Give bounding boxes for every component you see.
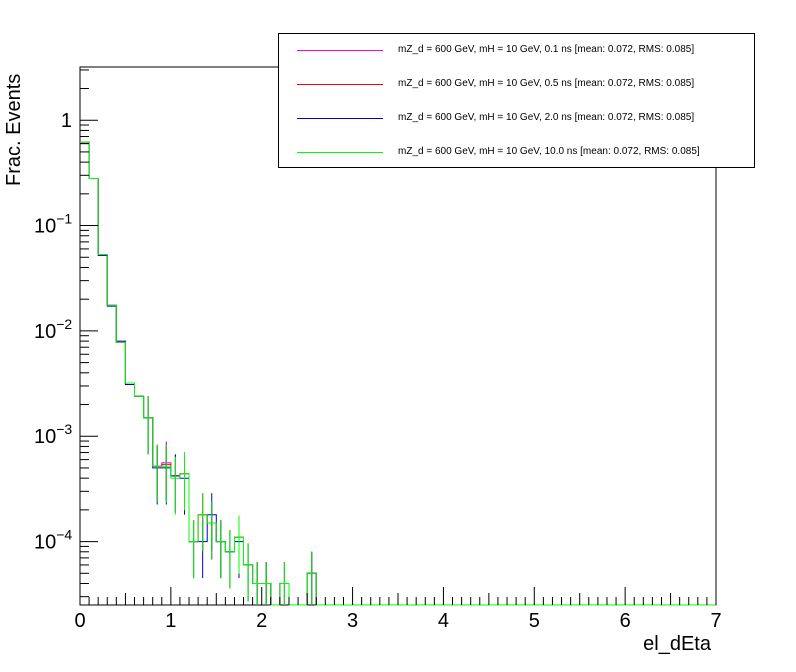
y-tick-label: 10−4: [34, 527, 72, 554]
legend-entry-0p5ns: mZ_d = 600 GeV, mH = 10 GeV, 0.5 ns [mea…: [279, 77, 754, 93]
legend-swatch: [297, 118, 383, 119]
legend-entry-2p0ns: mZ_d = 600 GeV, mH = 10 GeV, 2.0 ns [mea…: [279, 111, 754, 127]
series-line-1: [80, 141, 716, 606]
x-tick-label: 6: [620, 610, 631, 632]
legend-label: mZ_d = 600 GeV, mH = 10 GeV, 0.5 ns [mea…: [398, 78, 695, 89]
axis-layer: 0 1 2 3 4 5 6 7 1 10−1 10−2 10−3 10−4: [34, 69, 722, 632]
series-line-0: [80, 141, 716, 606]
y-tick-label: 10−2: [34, 316, 72, 343]
legend-entry-10p0ns: mZ_d = 600 GeV, mH = 10 GeV, 10.0 ns [me…: [279, 145, 754, 161]
legend-swatch: [297, 152, 383, 153]
y-tick-label: 10−1: [34, 211, 72, 238]
histogram-layer: [80, 141, 716, 606]
x-tick-label: 5: [529, 610, 540, 632]
x-tick-label: 2: [256, 610, 267, 632]
x-tick-label: 4: [438, 610, 449, 632]
y-tick-label: 1: [61, 110, 72, 132]
y-tick-label: 10−3: [34, 421, 72, 448]
y-axis-title: Frac. Events: [3, 74, 25, 186]
legend-entry-0p1ns: mZ_d = 600 GeV, mH = 10 GeV, 0.1 ns [mea…: [279, 43, 754, 59]
legend-label: mZ_d = 600 GeV, mH = 10 GeV, 10.0 ns [me…: [398, 146, 700, 157]
legend-swatch: [297, 84, 383, 85]
x-tick-label: 7: [710, 610, 721, 632]
x-tick-label: 0: [74, 610, 85, 632]
legend-swatch: [297, 50, 383, 51]
series-line-3: [80, 141, 716, 606]
series-line-2: [80, 143, 716, 606]
x-tick-label: 1: [165, 610, 176, 632]
legend: mZ_d = 600 GeV, mH = 10 GeV, 0.1 ns [mea…: [278, 33, 755, 168]
x-axis-title: el_dEta: [643, 633, 712, 655]
x-tick-label: 3: [347, 610, 358, 632]
legend-label: mZ_d = 600 GeV, mH = 10 GeV, 0.1 ns [mea…: [398, 44, 695, 55]
legend-label: mZ_d = 600 GeV, mH = 10 GeV, 2.0 ns [mea…: [398, 112, 695, 123]
